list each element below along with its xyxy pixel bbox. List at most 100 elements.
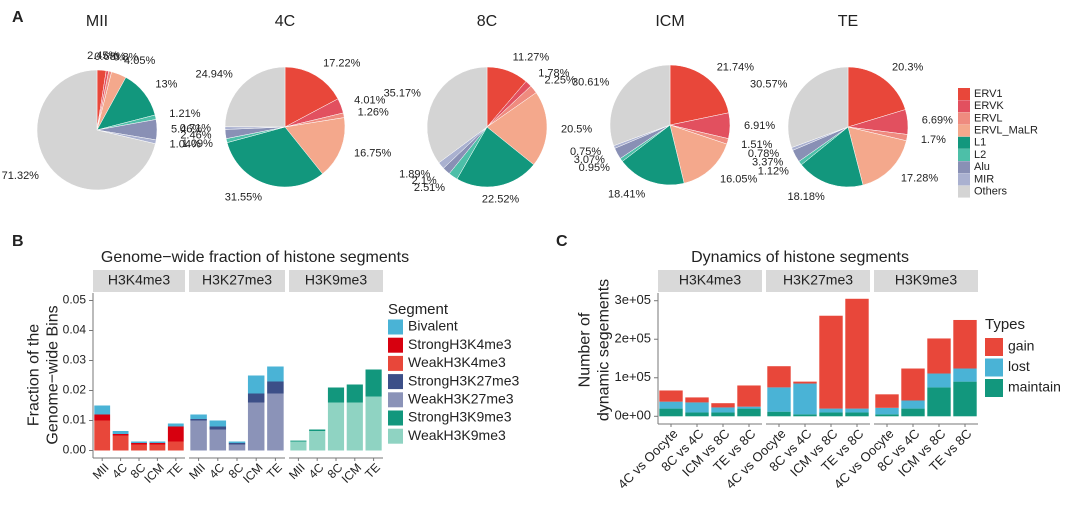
bar-segment	[767, 366, 791, 388]
bar-segment	[309, 431, 326, 451]
slice-label: 0.71%	[180, 122, 211, 134]
legend-swatch	[958, 124, 970, 137]
bar-segment	[737, 408, 761, 417]
legend-swatch	[388, 410, 403, 426]
pie-slice	[284, 66, 339, 128]
bar-segment	[901, 400, 925, 409]
bar-segment	[94, 405, 111, 415]
bar-segment	[767, 411, 791, 417]
slice-label: 0.95%	[579, 162, 610, 174]
legend-label: MIR	[974, 173, 994, 185]
pie-slice	[284, 117, 346, 175]
bar-segment	[737, 406, 761, 409]
bar-segment	[267, 381, 284, 394]
slice-label: 1.26%	[358, 106, 389, 118]
bar-segment	[685, 402, 709, 413]
legend-title: Types	[985, 316, 1025, 333]
bar-segment	[149, 444, 166, 451]
bar-segment	[845, 298, 869, 409]
facet-strip	[93, 270, 185, 292]
bar-segment	[267, 366, 284, 382]
bar-segment	[228, 444, 246, 451]
facet-label: H3K9me3	[895, 272, 957, 288]
panel-letter: B	[12, 233, 24, 250]
slice-label: 2.1%	[412, 175, 437, 187]
slice-label: 17.22%	[323, 57, 361, 69]
bar-segment	[659, 408, 683, 417]
bar-segment	[149, 443, 166, 445]
slice-label: 18.41%	[608, 189, 646, 201]
bar-segment	[167, 441, 184, 451]
bar-segment	[953, 381, 977, 417]
facet-strip	[874, 270, 978, 292]
slice-label: 5.46%	[171, 124, 202, 136]
legend-label: ERVL_MaLR	[974, 125, 1038, 137]
bar-segment	[327, 402, 345, 451]
slice-label: 2.46%	[180, 130, 211, 142]
bar-segment	[228, 441, 246, 443]
legend-label: StrongH3K9me3	[408, 409, 512, 425]
slice-label: 6.69%	[922, 115, 953, 127]
pie-title: ICM	[655, 13, 684, 30]
bar-segment	[793, 383, 817, 415]
legend-swatch	[985, 358, 1003, 377]
slice-label: 1.21%	[169, 108, 200, 120]
facet-label: H3K4me3	[679, 272, 741, 288]
slice-label: 0.8%	[113, 52, 138, 64]
legend-swatch	[985, 338, 1003, 356]
legend-label: WeakH3K9me3	[408, 427, 506, 443]
bar-segment	[190, 414, 207, 419]
facet-label: H3K4me3	[108, 272, 170, 288]
legend-swatch	[388, 355, 403, 371]
pie-slice	[609, 64, 671, 147]
y-tick-label: 0.04	[63, 323, 87, 337]
chart-title: Dynamics of histone segments	[691, 249, 909, 266]
slice-label: 2.45%	[87, 50, 118, 62]
facet-strip	[766, 270, 870, 292]
legend-swatch	[958, 185, 970, 198]
slice-label: 17.28%	[901, 173, 939, 185]
bar-segment	[659, 390, 683, 402]
legend-swatch	[985, 379, 1003, 397]
pie-slice	[847, 126, 907, 186]
pie-slice	[621, 124, 685, 186]
slice-label: 20.5%	[561, 123, 592, 135]
bar-segment	[927, 338, 951, 374]
bar-segment	[112, 435, 129, 451]
slice-label: 2.25%	[545, 74, 576, 86]
x-tick-label: MII	[186, 460, 208, 482]
legend-swatch	[958, 149, 970, 161]
slice-label: 1.78%	[538, 67, 569, 79]
legend-label: maintain	[1008, 379, 1061, 395]
slice-label: 35.17%	[384, 88, 422, 100]
bar-segment	[290, 440, 307, 442]
facet-strip	[658, 270, 762, 292]
legend-swatch	[388, 374, 403, 390]
legend-label: ERV1	[974, 88, 1003, 100]
slice-label: 0.78%	[748, 148, 779, 160]
legend-title: Segment	[388, 301, 449, 318]
bar-segment	[327, 387, 345, 403]
y-tick-label: 0e+00	[614, 408, 651, 423]
y-tick-label: 2e+05	[614, 331, 651, 346]
slice-label: 1.12%	[758, 165, 789, 177]
legend-label: ERVK	[974, 100, 1004, 112]
slice-label: 1.7%	[921, 134, 946, 146]
chart-title: Genome−wide fraction of histone segments	[101, 249, 409, 266]
y-tick-label: 0.05	[63, 293, 87, 307]
bar-segment	[346, 384, 363, 403]
bar-segment	[190, 420, 207, 451]
bar-segment	[209, 426, 227, 430]
x-tick-label: TE	[264, 460, 285, 481]
bar-segment	[953, 319, 977, 369]
bar-segment	[94, 420, 111, 451]
x-tick-label: ICM	[339, 460, 364, 485]
bar-segment	[365, 369, 382, 397]
bar-segment	[875, 414, 899, 417]
facet-strip	[189, 270, 285, 292]
slice-label: 31.55%	[225, 191, 263, 203]
bar-segment	[247, 402, 265, 451]
bar-segment	[112, 434, 129, 436]
legend-swatch	[388, 319, 403, 335]
legend-label: WeakH3K27me3	[408, 391, 514, 407]
